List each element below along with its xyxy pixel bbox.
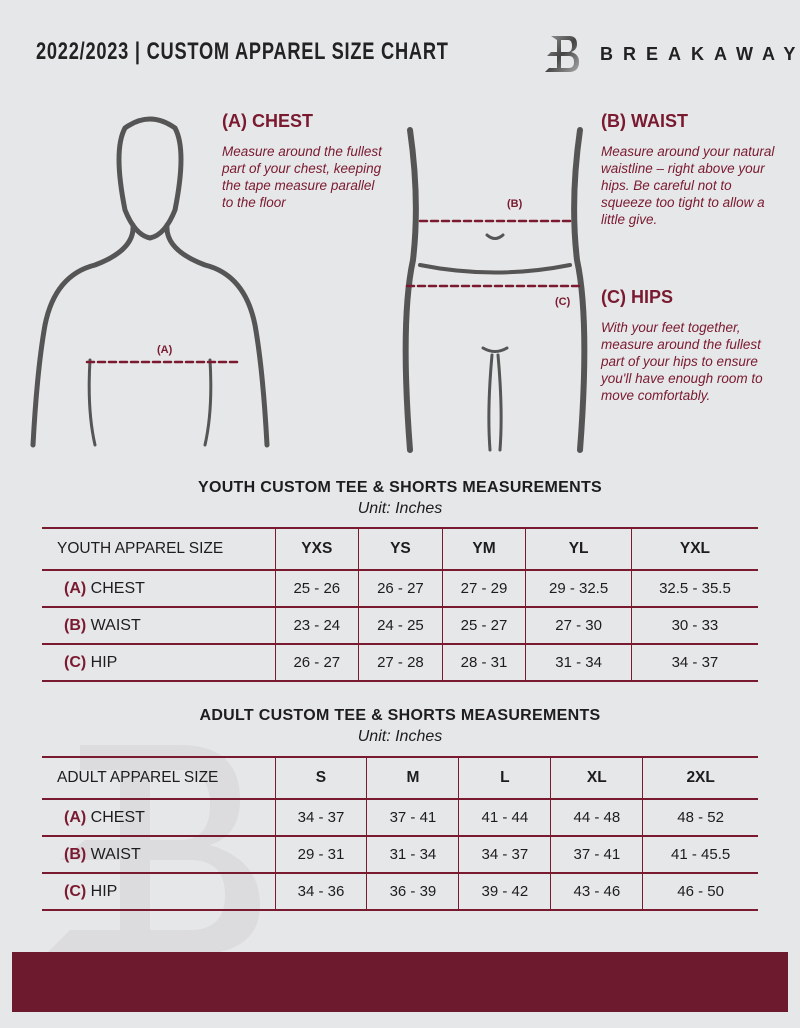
header-cell: ADULT APPAREL SIZE xyxy=(42,756,275,800)
table-cell: 31 - 34 xyxy=(366,835,459,874)
table-row: (C) HIP 34 - 36 36 - 39 39 - 42 43 - 46 … xyxy=(42,872,758,911)
page-title: 2022/2023 | CUSTOM APPAREL SIZE CHART xyxy=(36,38,449,65)
upper-body-figure xyxy=(30,116,270,448)
row-label: (A) CHEST xyxy=(42,569,275,608)
adult-table-title: ADULT CUSTOM TEE & SHORTS MEASUREMENTS xyxy=(199,707,601,724)
table-cell: 39 - 42 xyxy=(458,872,551,911)
brand-name: BREAKAWAY xyxy=(600,44,800,64)
row-code: (A) xyxy=(64,808,87,826)
row-code: (B) xyxy=(64,845,87,863)
header-cell: M xyxy=(366,756,459,800)
row-name: CHEST xyxy=(90,579,145,597)
table-cell: 34 - 37 xyxy=(630,643,758,682)
table-row: (A) CHEST 25 - 26 26 - 27 27 - 29 29 - 3… xyxy=(42,569,758,608)
header-cell: YM xyxy=(441,527,526,571)
table-cell: 29 - 32.5 xyxy=(525,569,632,608)
table-row: (C) HIP 26 - 27 27 - 28 28 - 31 31 - 34 … xyxy=(42,643,758,682)
footer-bar xyxy=(12,952,788,1012)
table-cell: 32.5 - 35.5 xyxy=(630,569,758,608)
row-code: (C) xyxy=(64,653,87,671)
table-cell: 41 - 45.5 xyxy=(642,835,758,874)
header-cell: YOUTH APPAREL SIZE xyxy=(42,527,275,571)
table-row: (A) CHEST 34 - 37 37 - 41 41 - 44 44 - 4… xyxy=(42,798,758,837)
table-cell: 46 - 50 xyxy=(642,872,758,911)
table-cell: 26 - 27 xyxy=(358,569,443,608)
breakaway-logo-icon xyxy=(545,36,579,72)
table-cell: 29 - 31 xyxy=(274,835,367,874)
header-cell: YL xyxy=(525,527,632,571)
row-name: WAIST xyxy=(90,845,141,863)
row-label: (B) WAIST xyxy=(42,606,275,645)
youth-table-title: YOUTH CUSTOM TEE & SHORTS MEASUREMENTS xyxy=(197,479,603,496)
table-cell: 24 - 25 xyxy=(358,606,443,645)
table-cell: 25 - 26 xyxy=(274,569,359,608)
adult-size-table: ADULT APPAREL SIZE S M L XL 2XL (A) CHES… xyxy=(42,756,758,911)
row-name: HIP xyxy=(90,653,118,671)
chest-heading: (A) CHEST xyxy=(222,111,313,131)
header-cell: S xyxy=(274,756,367,800)
table-cell: 27 - 28 xyxy=(358,643,443,682)
table-cell: 34 - 36 xyxy=(274,872,367,911)
adult-table-unit: Unit: Inches xyxy=(357,728,443,745)
header-cell: YXL xyxy=(630,527,758,571)
row-code: (B) xyxy=(64,616,87,634)
table-cell: 26 - 27 xyxy=(274,643,359,682)
row-name: HIP xyxy=(90,882,118,900)
table-header-row: ADULT APPAREL SIZE S M L XL 2XL xyxy=(42,756,758,800)
row-name: CHEST xyxy=(90,808,145,826)
table-cell: 31 - 34 xyxy=(525,643,632,682)
chest-marker: (A) xyxy=(157,344,173,356)
table-cell: 44 - 48 xyxy=(550,798,643,837)
header-cell: L xyxy=(458,756,551,800)
header-cell: 2XL xyxy=(642,756,758,800)
table-cell: 34 - 37 xyxy=(274,798,367,837)
table-cell: 37 - 41 xyxy=(366,798,459,837)
table-cell: 27 - 29 xyxy=(441,569,526,608)
header-cell: XL xyxy=(550,756,643,800)
hips-marker: (C) xyxy=(555,296,571,308)
table-cell: 23 - 24 xyxy=(274,606,359,645)
table-cell: 43 - 46 xyxy=(550,872,643,911)
table-cell: 37 - 41 xyxy=(550,835,643,874)
table-cell: 27 - 30 xyxy=(525,606,632,645)
header-cell: YXS xyxy=(274,527,359,571)
row-label: (C) HIP xyxy=(42,643,275,682)
waist-heading: (B) WAIST xyxy=(601,111,688,131)
row-label: (A) CHEST xyxy=(42,798,275,837)
row-code: (A) xyxy=(64,579,87,597)
youth-size-table: YOUTH APPAREL SIZE YXS YS YM YL YXL (A) … xyxy=(42,527,758,682)
row-label: (C) HIP xyxy=(42,872,275,911)
waist-marker: (B) xyxy=(507,198,523,210)
table-cell: 36 - 39 xyxy=(366,872,459,911)
table-cell: 28 - 31 xyxy=(441,643,526,682)
hips-heading: (C) HIPS xyxy=(601,287,673,307)
chest-instructions: Measure around the fullest part of your … xyxy=(222,144,382,210)
table-header-row: YOUTH APPAREL SIZE YXS YS YM YL YXL xyxy=(42,527,758,571)
lower-body-figure xyxy=(402,127,588,453)
waist-instructions: Measure around your natural waistline – … xyxy=(601,144,775,227)
table-cell: 30 - 33 xyxy=(630,606,758,645)
table-cell: 41 - 44 xyxy=(458,798,551,837)
table-row: (B) WAIST 23 - 24 24 - 25 25 - 27 27 - 3… xyxy=(42,606,758,645)
row-label: (B) WAIST xyxy=(42,835,275,874)
row-code: (C) xyxy=(64,882,87,900)
youth-table-unit: Unit: Inches xyxy=(357,500,443,517)
table-cell: 25 - 27 xyxy=(441,606,526,645)
row-name: WAIST xyxy=(90,616,141,634)
table-row: (B) WAIST 29 - 31 31 - 34 34 - 37 37 - 4… xyxy=(42,835,758,874)
table-cell: 48 - 52 xyxy=(642,798,758,837)
hips-instructions: With your feet together, measure around … xyxy=(601,320,763,403)
header-cell: YS xyxy=(358,527,443,571)
table-cell: 34 - 37 xyxy=(458,835,551,874)
